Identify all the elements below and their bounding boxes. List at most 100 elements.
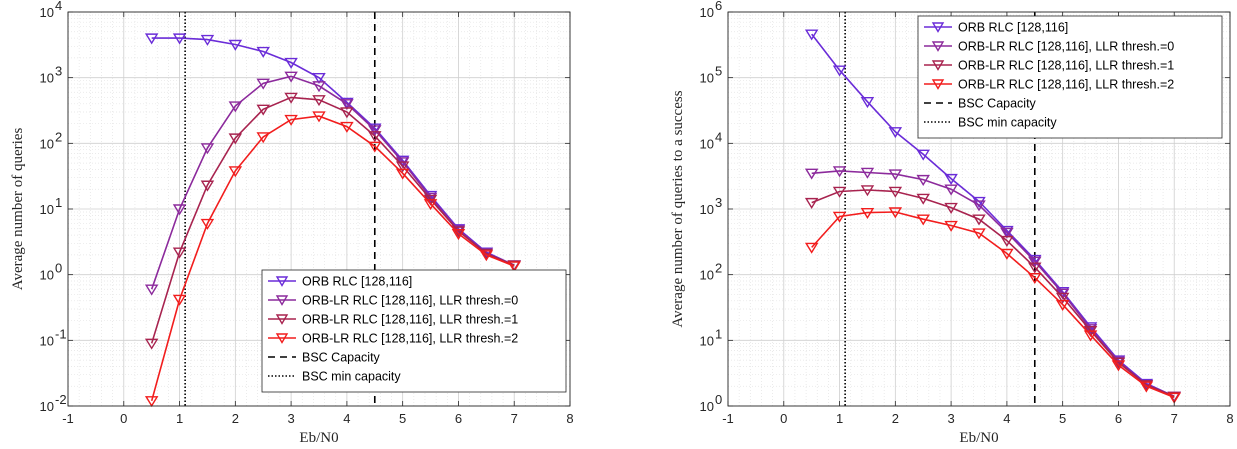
series-line: [811, 33, 1175, 398]
y-tick-label: 10: [40, 399, 54, 414]
data-point: [1055, 292, 1070, 304]
y-tick-exponent: 5: [715, 64, 722, 79]
y-tick-label: 10: [700, 399, 714, 414]
x-tick-label: 7: [1171, 411, 1178, 426]
data-point: [256, 46, 270, 58]
x-tick-label: -1: [722, 411, 734, 426]
legend-entry: ORB RLC [128,116]: [268, 275, 412, 289]
y-tick-label: 10: [700, 71, 714, 86]
x-tick-label: 7: [511, 411, 518, 426]
data-point: [284, 114, 298, 126]
data-point: [944, 184, 958, 196]
y-tick-label: 10: [40, 268, 54, 283]
data-point: [312, 111, 326, 123]
data-point: [340, 107, 354, 119]
data-point: [1000, 227, 1014, 239]
data-point: [972, 200, 986, 212]
legend-entry: BSC Capacity: [268, 351, 381, 365]
x-tick-label: 3: [947, 411, 954, 426]
y-tick-exponent: 1: [715, 326, 722, 341]
legend: ORB RLC [128,116] ORB-LR RLC [128,116], L…: [261, 269, 567, 393]
data-point: [1083, 330, 1098, 342]
data-point: [916, 214, 930, 226]
series-line: [811, 170, 1175, 398]
data-point: [507, 261, 521, 273]
x-tick-label: 6: [455, 411, 462, 426]
data-point: [832, 211, 847, 223]
data-point: [888, 186, 903, 198]
legend-marker: [275, 295, 289, 306]
x-axis-label: Eb/N0: [299, 430, 338, 446]
data-point: [200, 143, 215, 155]
legend-label: ORB RLC [128,116]: [958, 21, 1068, 35]
x-tick-label: 1: [176, 411, 183, 426]
data-point: [832, 65, 847, 77]
data-point: [888, 207, 903, 219]
legend-marker: [931, 41, 945, 52]
data-point: [832, 186, 847, 198]
data-point: [228, 166, 243, 178]
data-point: [944, 220, 958, 232]
data-point: [1028, 254, 1042, 266]
legend-label: BSC min capacity: [302, 370, 401, 384]
legend-marker: [275, 333, 289, 344]
data-point: [479, 250, 494, 262]
legend-entry: ORB RLC [128,116]: [924, 21, 1068, 35]
x-tick-label: 5: [1059, 411, 1066, 426]
series-line: [150, 75, 515, 290]
data-point: [228, 101, 243, 113]
series-line: [811, 211, 1175, 399]
x-tick-label: 4: [1003, 411, 1010, 426]
y-tick-label: 10: [40, 136, 54, 151]
legend-label: ORB-LR RLC [128,116], LLR thresh.=0: [302, 294, 518, 308]
legend-label: ORB-LR RLC [128,116], LLR thresh.=2: [302, 332, 518, 346]
data-point: [972, 196, 986, 208]
data-point: [1139, 381, 1154, 393]
x-tick-label: 8: [566, 411, 573, 426]
data-point: [284, 57, 298, 69]
data-point: [144, 284, 159, 296]
data-point: [284, 92, 298, 104]
x-axis-label: Eb/N0: [959, 430, 998, 446]
data-point: [340, 99, 354, 111]
data-point: [144, 33, 159, 45]
y-tick-exponent: 3: [715, 195, 722, 210]
legend-box: [917, 15, 1223, 139]
series-line: [150, 96, 515, 344]
data-point: [1055, 287, 1070, 299]
data-point: [1000, 248, 1014, 260]
legend-label: ORB-LR RLC [128,116], LLR thresh.=1: [958, 59, 1174, 73]
legend-entry: ORB-LR RLC [128,116], LLR thresh.=1: [924, 59, 1174, 73]
y-tick-label: 10: [40, 202, 54, 217]
data-point: [1028, 256, 1042, 268]
x-tick-label: 3: [287, 411, 294, 426]
data-point: [944, 173, 958, 185]
data-point: [1000, 225, 1014, 237]
data-point: [1028, 272, 1042, 285]
y-tick-exponent: 2: [55, 129, 62, 144]
data-point: [860, 207, 875, 219]
data-point: [423, 199, 438, 211]
data-point: [888, 169, 903, 181]
x-tick-label: 4: [343, 411, 350, 426]
data-point: [1083, 324, 1098, 336]
data-point: [312, 72, 326, 85]
data-point: [1167, 392, 1181, 404]
legend-entry: ORB-LR RLC [128,116], LLR thresh.=2: [924, 78, 1174, 92]
legend-label: BSC min capacity: [958, 116, 1057, 130]
x-tick-label: 1: [836, 411, 843, 426]
legend-marker: [275, 314, 289, 325]
data-point: [972, 214, 986, 226]
legend-marker: [931, 22, 945, 33]
legend-marker: [931, 79, 945, 90]
x-tick-label: 6: [1115, 411, 1122, 426]
data-point: [423, 192, 438, 204]
y-tick-exponent: 4: [55, 0, 62, 13]
data-point: [944, 202, 958, 214]
data-point: [172, 33, 187, 45]
data-point: [804, 197, 819, 209]
legend-entry: BSC min capacity: [924, 116, 1057, 130]
data-point: [804, 29, 819, 41]
data-point: [200, 180, 215, 192]
